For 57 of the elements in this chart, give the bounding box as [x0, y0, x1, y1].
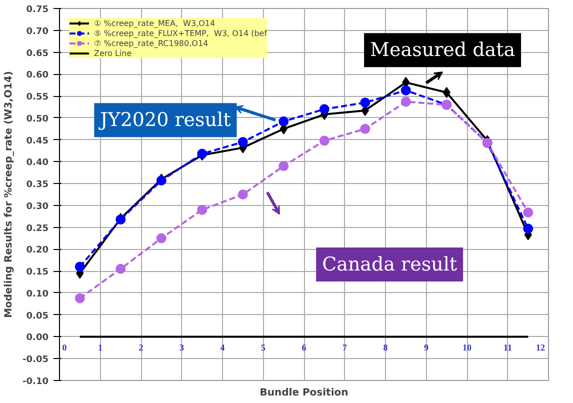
point: [74, 262, 85, 272]
x-tick-label: 4: [220, 342, 226, 353]
point: [238, 190, 248, 200]
y-tick-label: 0.20: [26, 246, 49, 256]
x-tick-label: 2: [138, 342, 144, 353]
legend-label: ① %creep_rate_MEA, W3,O14: [94, 18, 216, 28]
x-tick-label: 11: [504, 342, 512, 353]
y-tick-label: -0.05: [22, 355, 49, 366]
point: [197, 204, 208, 215]
x-tick-label: 7: [342, 342, 348, 353]
y-tick-label: 0.55: [26, 92, 49, 103]
legend-label: ⑦ %creep_rate_RC1980,O14: [94, 38, 208, 48]
y-tick-label: 0.15: [26, 268, 49, 278]
y-tick-label: 0.40: [26, 158, 49, 168]
point: [523, 224, 534, 234]
point: [74, 293, 85, 304]
point: [238, 136, 248, 147]
point: [319, 136, 330, 146]
point: [400, 85, 411, 96]
point: [116, 264, 126, 274]
annotation: Canada result: [322, 254, 458, 276]
y-tick-label: 0.35: [26, 180, 49, 190]
legend-label: Zero Line: [94, 48, 132, 58]
y-tick-label: -0.10: [22, 377, 49, 387]
y-tick-label: 0.75: [26, 5, 49, 15]
point: [400, 96, 411, 107]
y-axis-title: Modeling Results for %creep_rate (W3,O14): [4, 71, 15, 318]
y-tick-label: 0.30: [26, 202, 49, 212]
point: [156, 233, 166, 244]
point: [319, 104, 330, 114]
y-tick-label: 0.10: [26, 289, 49, 300]
annotation: Measured data: [370, 39, 516, 62]
y-tick-label: 0.65: [26, 48, 49, 59]
legend-label: ⑤ %creep_rate_FLUX+TEMP, W3, O14 (bef: [94, 28, 268, 38]
point: [360, 124, 370, 134]
x-tick-label: 9: [424, 342, 429, 353]
y-tick-label: 0.60: [26, 70, 49, 81]
x-axis-title: Bundle Position: [260, 388, 348, 398]
x-tick-label: 10: [462, 342, 472, 353]
point: [523, 207, 534, 218]
x-tick-label: 3: [180, 342, 184, 353]
point: [278, 161, 289, 172]
point: [360, 98, 370, 108]
y-tick-label: 0.45: [26, 136, 49, 146]
x-tick-label: 0: [62, 342, 68, 353]
x-tick-label: 8: [383, 342, 388, 353]
x-tick-label: 6: [302, 342, 307, 353]
y-tick-label: 0.05: [26, 311, 49, 322]
x-tick-label: 1: [98, 342, 103, 353]
x-tick-label: 5: [261, 342, 266, 353]
y-tick-label: 0.00: [26, 333, 49, 344]
annotation: JY2020 result: [98, 109, 232, 132]
y-tick-label: 0.25: [26, 224, 49, 234]
y-tick-label: 0.70: [26, 26, 49, 37]
point: [278, 116, 289, 126]
y-tick-label: 0.50: [26, 114, 49, 124]
x-tick-label: 12: [536, 342, 546, 353]
